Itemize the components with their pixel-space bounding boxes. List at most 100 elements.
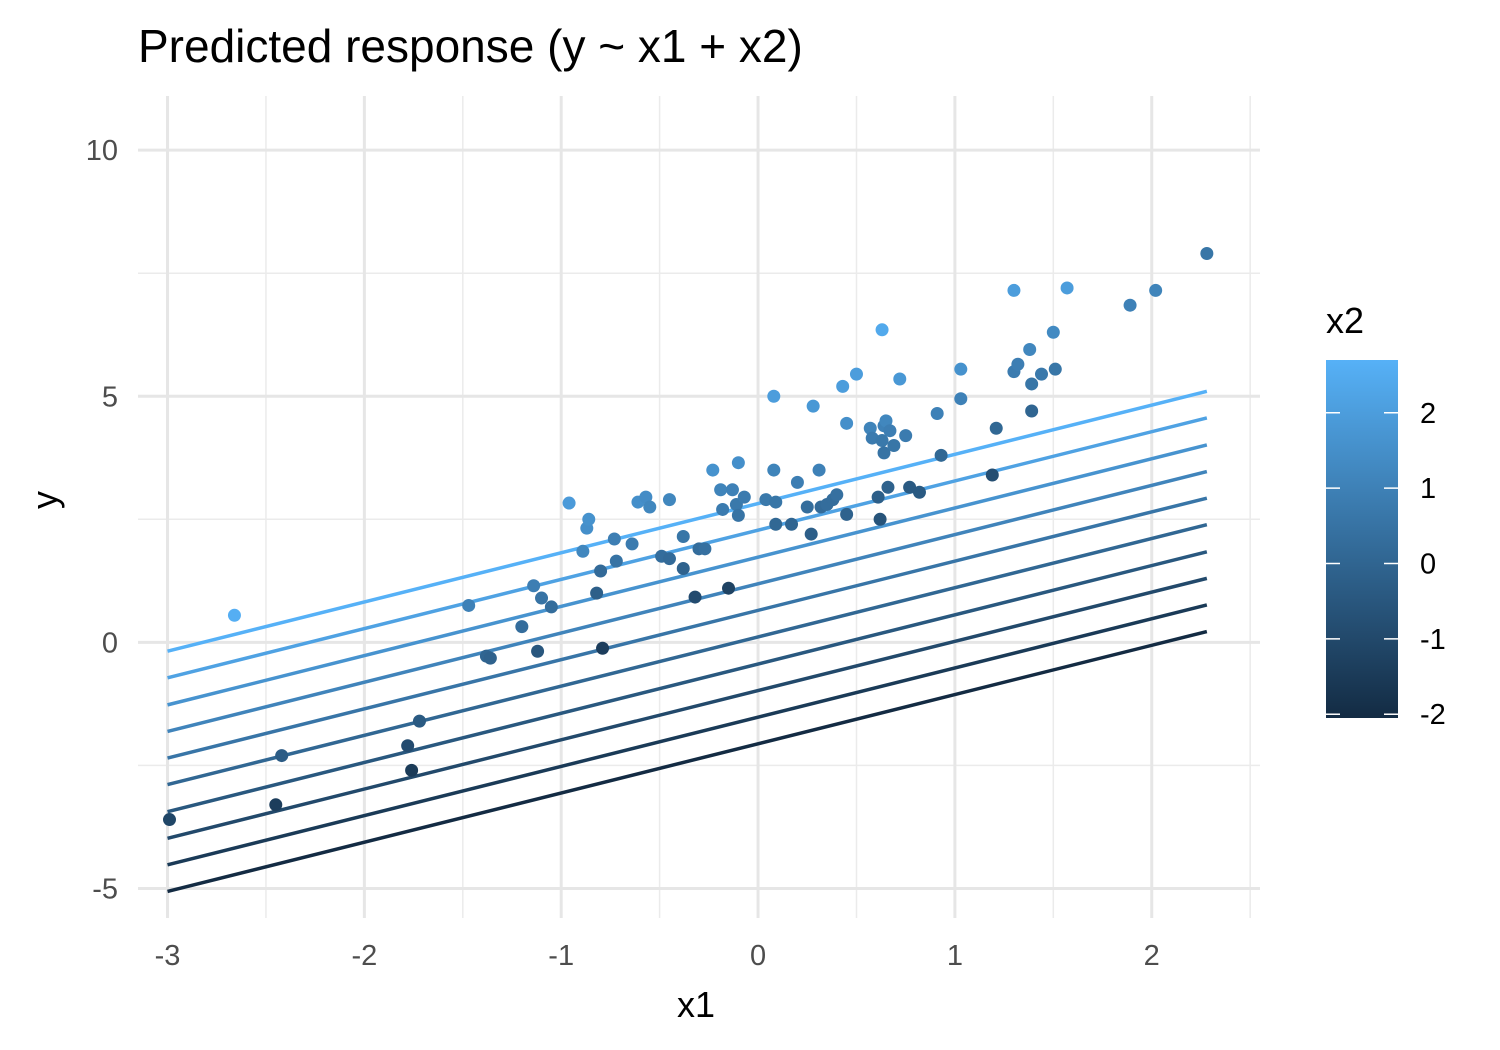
data-point	[930, 406, 944, 420]
data-point	[576, 544, 590, 558]
fitted-line	[167, 496, 1208, 760]
data-points	[162, 247, 1214, 827]
data-point	[790, 475, 804, 489]
fitted-line	[167, 469, 1208, 734]
data-point	[903, 480, 917, 494]
data-point	[731, 508, 745, 522]
data-point	[873, 512, 887, 526]
data-point	[227, 608, 241, 622]
data-point	[759, 493, 773, 507]
data-point	[582, 512, 596, 526]
data-point	[1011, 357, 1025, 371]
colorbar-tick-label: -1	[1420, 624, 1446, 656]
data-point	[706, 463, 720, 477]
data-point	[767, 389, 781, 403]
data-point	[688, 590, 702, 604]
data-point	[912, 485, 926, 499]
x-tick-label: -1	[548, 940, 574, 972]
data-point	[722, 581, 736, 595]
data-point	[275, 749, 289, 763]
data-point	[879, 414, 893, 428]
data-point	[934, 448, 948, 462]
data-point	[863, 421, 877, 435]
fitted-line	[167, 389, 1208, 653]
x-axis-label: x1	[677, 984, 715, 1025]
data-point	[607, 532, 621, 546]
x-axis-ticks: -3 -2 -1 0 1 2	[155, 940, 1160, 972]
fitted-line	[167, 576, 1208, 840]
data-point	[1025, 404, 1039, 418]
data-point	[769, 517, 783, 531]
data-point	[594, 564, 608, 578]
data-point	[527, 579, 541, 593]
color-legend: x2 2 1 0 -1 -2	[1326, 300, 1446, 731]
data-point	[737, 490, 751, 504]
x-tick-label: 2	[1144, 940, 1160, 972]
data-point	[531, 644, 545, 658]
data-point	[893, 372, 907, 386]
data-point	[162, 813, 176, 827]
data-point	[899, 429, 913, 443]
data-point	[767, 463, 781, 477]
data-point	[716, 502, 730, 516]
data-point	[954, 362, 968, 376]
colorbar-ticks: 2 1 0 -1 -2	[1326, 398, 1446, 731]
colorbar	[1326, 360, 1398, 718]
data-point	[562, 496, 576, 510]
colorbar-tick-label: 2	[1420, 398, 1436, 430]
data-point	[1007, 283, 1021, 297]
y-axis-label: y	[24, 491, 65, 509]
data-point	[883, 424, 897, 438]
data-point	[412, 714, 426, 728]
fitted-line	[167, 443, 1208, 707]
fitted-line	[167, 550, 1208, 814]
data-point	[877, 446, 891, 460]
data-point	[1023, 342, 1037, 356]
y-tick-label: 0	[102, 627, 118, 659]
data-point	[714, 483, 728, 497]
data-point	[515, 620, 529, 634]
data-point	[785, 517, 799, 531]
data-point	[800, 500, 814, 514]
data-point	[849, 367, 863, 381]
data-point	[887, 438, 901, 452]
data-point	[871, 490, 885, 504]
data-point	[483, 651, 497, 665]
data-point	[1035, 367, 1049, 381]
data-point	[865, 431, 879, 445]
data-point	[1149, 283, 1163, 297]
colorbar-tick-label: -2	[1420, 699, 1446, 731]
data-point	[643, 500, 657, 514]
x-tick-label: -2	[351, 940, 377, 972]
data-point	[1025, 377, 1039, 391]
x-tick-label: -3	[155, 940, 181, 972]
data-point	[725, 483, 739, 497]
data-point	[836, 379, 850, 393]
data-point	[804, 527, 818, 541]
fitted-lines	[167, 389, 1208, 894]
fitted-line	[167, 416, 1208, 680]
y-axis-ticks: -5 0 5 10	[86, 135, 118, 905]
data-point	[812, 463, 826, 477]
legend-title: x2	[1326, 300, 1364, 341]
data-point	[269, 798, 283, 812]
data-point	[535, 591, 549, 605]
data-point	[662, 493, 676, 507]
data-point	[676, 530, 690, 544]
data-point	[1048, 362, 1062, 376]
x-tick-label: 0	[750, 940, 766, 972]
data-point	[985, 468, 999, 482]
data-point	[1123, 298, 1137, 312]
data-point	[639, 490, 653, 504]
data-point	[544, 600, 558, 614]
data-point	[609, 554, 623, 568]
y-tick-label: -5	[92, 873, 118, 905]
data-point	[401, 739, 415, 753]
data-point	[676, 562, 690, 576]
colorbar-tick-label: 1	[1420, 473, 1436, 505]
fitted-line	[167, 629, 1208, 894]
data-point	[954, 392, 968, 406]
data-point	[881, 480, 895, 494]
